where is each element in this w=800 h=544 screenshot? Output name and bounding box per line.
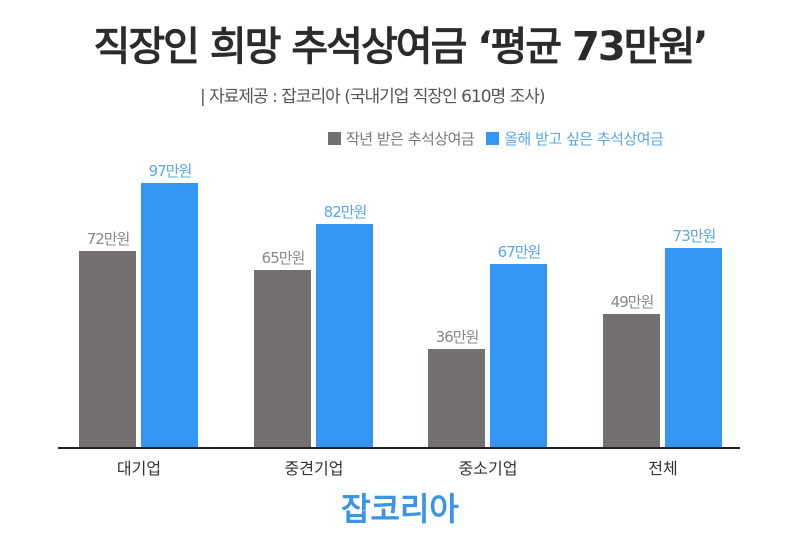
bar-last-year-large [79,251,136,447]
bar-this-year-mid [316,224,373,447]
category-label: 전체 [648,459,678,478]
legend-swatch-blue-icon [486,132,500,145]
value-label: 73만원 [672,227,717,245]
category-label: 중소기업 [458,459,518,478]
bar-this-year-total [665,248,722,447]
legend: 작년 받은 추석상여금 올해 받고 싶은 추석상여금 [328,128,664,149]
value-label: 82만원 [323,203,368,221]
legend-item-last-year: 작년 받은 추석상여금 [328,128,475,149]
value-label: 72만원 [86,230,131,248]
chart-subtitle: | 자료제공 : 잡코리아 (국내기업 직장인 610명 조사) [200,87,546,107]
legend-label: 작년 받은 추석상여금 [346,130,475,148]
value-label: 65만원 [261,249,306,267]
value-label: 67만원 [497,243,542,261]
legend-label: 올해 받고 싶은 추석상여금 [504,130,664,148]
legend-item-this-year: 올해 받고 싶은 추석상여금 [486,128,664,149]
bar-last-year-mid [254,270,311,447]
chart-title: 직장인 희망 추석상여금 ‘평균 73만원’ [93,24,709,70]
value-label: 49만원 [610,293,655,311]
value-label: 36만원 [435,328,480,346]
legend-swatch-gray-icon [328,132,341,145]
value-label: 97만원 [148,162,193,180]
bar-last-year-total [603,314,660,447]
bar-this-year-large [141,183,198,447]
bar-this-year-small [490,264,547,447]
x-axis-line [58,447,740,449]
category-label: 대기업 [116,459,162,478]
category-label: 중견기업 [284,459,344,478]
bar-last-year-small [428,349,485,447]
brand-logo: 잡코리아 [341,490,459,528]
